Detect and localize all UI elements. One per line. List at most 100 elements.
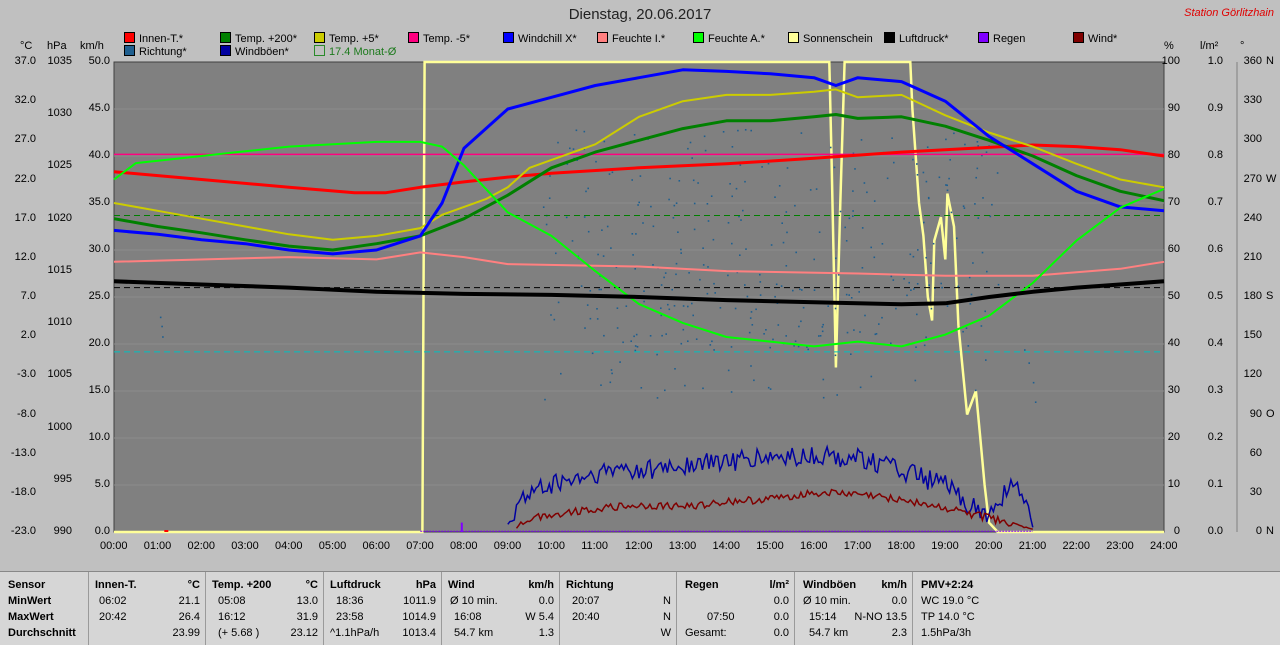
temp-tick-label: -23.0 (10, 525, 36, 537)
direction-point (631, 233, 634, 235)
percent-tick-label: 100 (1161, 55, 1180, 67)
x-tick-label: 01:00 (143, 540, 172, 552)
direction-point (763, 333, 765, 335)
direction-point (744, 129, 747, 131)
direction-point (591, 352, 594, 355)
direction-point (738, 215, 740, 218)
direction-point (834, 307, 837, 310)
direction-point (770, 244, 773, 246)
x-tick-label: 16:00 (800, 540, 828, 552)
direction-point (797, 345, 800, 348)
direction-point (890, 342, 892, 345)
sunshine-line (114, 60, 1164, 534)
legend-item: Feuchte I.* (597, 32, 666, 45)
series-temp-5-line (113, 88, 1165, 241)
direction-point (892, 279, 895, 281)
direction-point (575, 129, 578, 132)
direction-point (709, 344, 712, 346)
direction-point (638, 201, 640, 204)
direction-point (802, 306, 805, 309)
direction-point (727, 222, 730, 224)
direction-point (739, 254, 741, 256)
direction-point (878, 323, 880, 325)
direction-point (965, 327, 968, 329)
direction-compass-label: N (1266, 55, 1274, 67)
direction-point (813, 258, 815, 261)
direction-point (818, 231, 821, 233)
direction-tick-label: 150 (1243, 329, 1262, 342)
direction-point (713, 282, 715, 285)
direction-tick-label: 90 (1249, 407, 1262, 420)
direction-point (630, 340, 632, 342)
direction-point (634, 268, 636, 270)
direction-point (1024, 349, 1026, 351)
footer-luftdruck-min-value: 1011.9 (403, 595, 436, 607)
legend-swatch (314, 45, 325, 56)
footer-temp200-avg-value: 23.12 (290, 627, 318, 639)
x-tick-label: 15:00 (756, 540, 784, 552)
footer-wind-max-value: W 5.4 (525, 611, 554, 623)
direction-point (682, 328, 685, 331)
direction-point (635, 233, 637, 235)
footer-luftdruck-unit: hPa (415, 579, 436, 591)
footer-regen-max-value: 0.0 (773, 611, 789, 623)
footer-innen-avg-value: 23.99 (172, 627, 200, 639)
direction-point (1028, 362, 1030, 364)
rain-bars (164, 522, 463, 532)
legend-item: 17.4 Monat-Ø (314, 45, 397, 58)
direction-point (672, 217, 675, 219)
direction-point (673, 204, 676, 207)
direction-point (854, 168, 856, 170)
direction-point (761, 166, 763, 168)
legend-label: 17.4 Monat-Ø (329, 46, 397, 58)
direction-point (794, 340, 797, 342)
direction-point (731, 195, 733, 198)
direction-point (727, 369, 730, 372)
direction-point (565, 216, 568, 219)
footer-wind-avg-value: 1.3 (538, 627, 554, 639)
direction-point (881, 316, 883, 319)
direction-compass-label: N (1266, 525, 1274, 537)
direction-point (729, 183, 731, 185)
direction-point (927, 196, 930, 199)
direction-point (731, 242, 733, 245)
legend-item: Richtung* (124, 45, 187, 58)
legend-swatch (314, 32, 325, 43)
direction-point (702, 264, 705, 266)
rain-unit-label: l/m² (1200, 40, 1219, 52)
direction-point (731, 146, 734, 148)
footer-pmv-tp: TP 14.0 °C (921, 611, 975, 623)
direction-point (926, 146, 929, 148)
pressure-tick-label: 1015 (47, 263, 72, 276)
legend-item: Innen-T.* (124, 32, 183, 45)
direction-point (585, 190, 587, 193)
direction-point (750, 311, 753, 313)
direction-point (982, 197, 984, 199)
direction-point (692, 314, 694, 317)
direction-point (827, 305, 829, 307)
temp-tick-label: -13.0 (10, 446, 36, 459)
direction-point (974, 203, 976, 205)
inside-temp-marker (164, 530, 169, 532)
direction-point (852, 152, 855, 155)
legend-swatch (220, 32, 231, 43)
footer-windboeen-avg-value: 2.3 (891, 627, 907, 639)
direction-point (753, 379, 755, 382)
footer-sensor-col: Sensor MinWert MaxWert Durchschnitt (0, 572, 88, 645)
rain-tick-label: 0.4 (1207, 337, 1223, 349)
direction-point (950, 211, 953, 214)
direction-point (660, 307, 662, 309)
wind-tick-label: 40.0 (88, 149, 110, 161)
direction-point (799, 288, 801, 291)
direction-point (767, 162, 770, 165)
legend-label: Feuchte I.* (612, 33, 666, 45)
pressure-tick-label: 1030 (47, 107, 72, 120)
direction-point (603, 334, 605, 337)
footer-row-min: MinWert (8, 595, 52, 607)
direction-point (870, 375, 873, 378)
x-tick-label: 05:00 (318, 540, 347, 552)
direction-point (755, 308, 757, 311)
footer-row-max: MaxWert (8, 611, 54, 623)
direction-point (956, 237, 958, 240)
x-tick-label: 00:00 (100, 540, 128, 552)
